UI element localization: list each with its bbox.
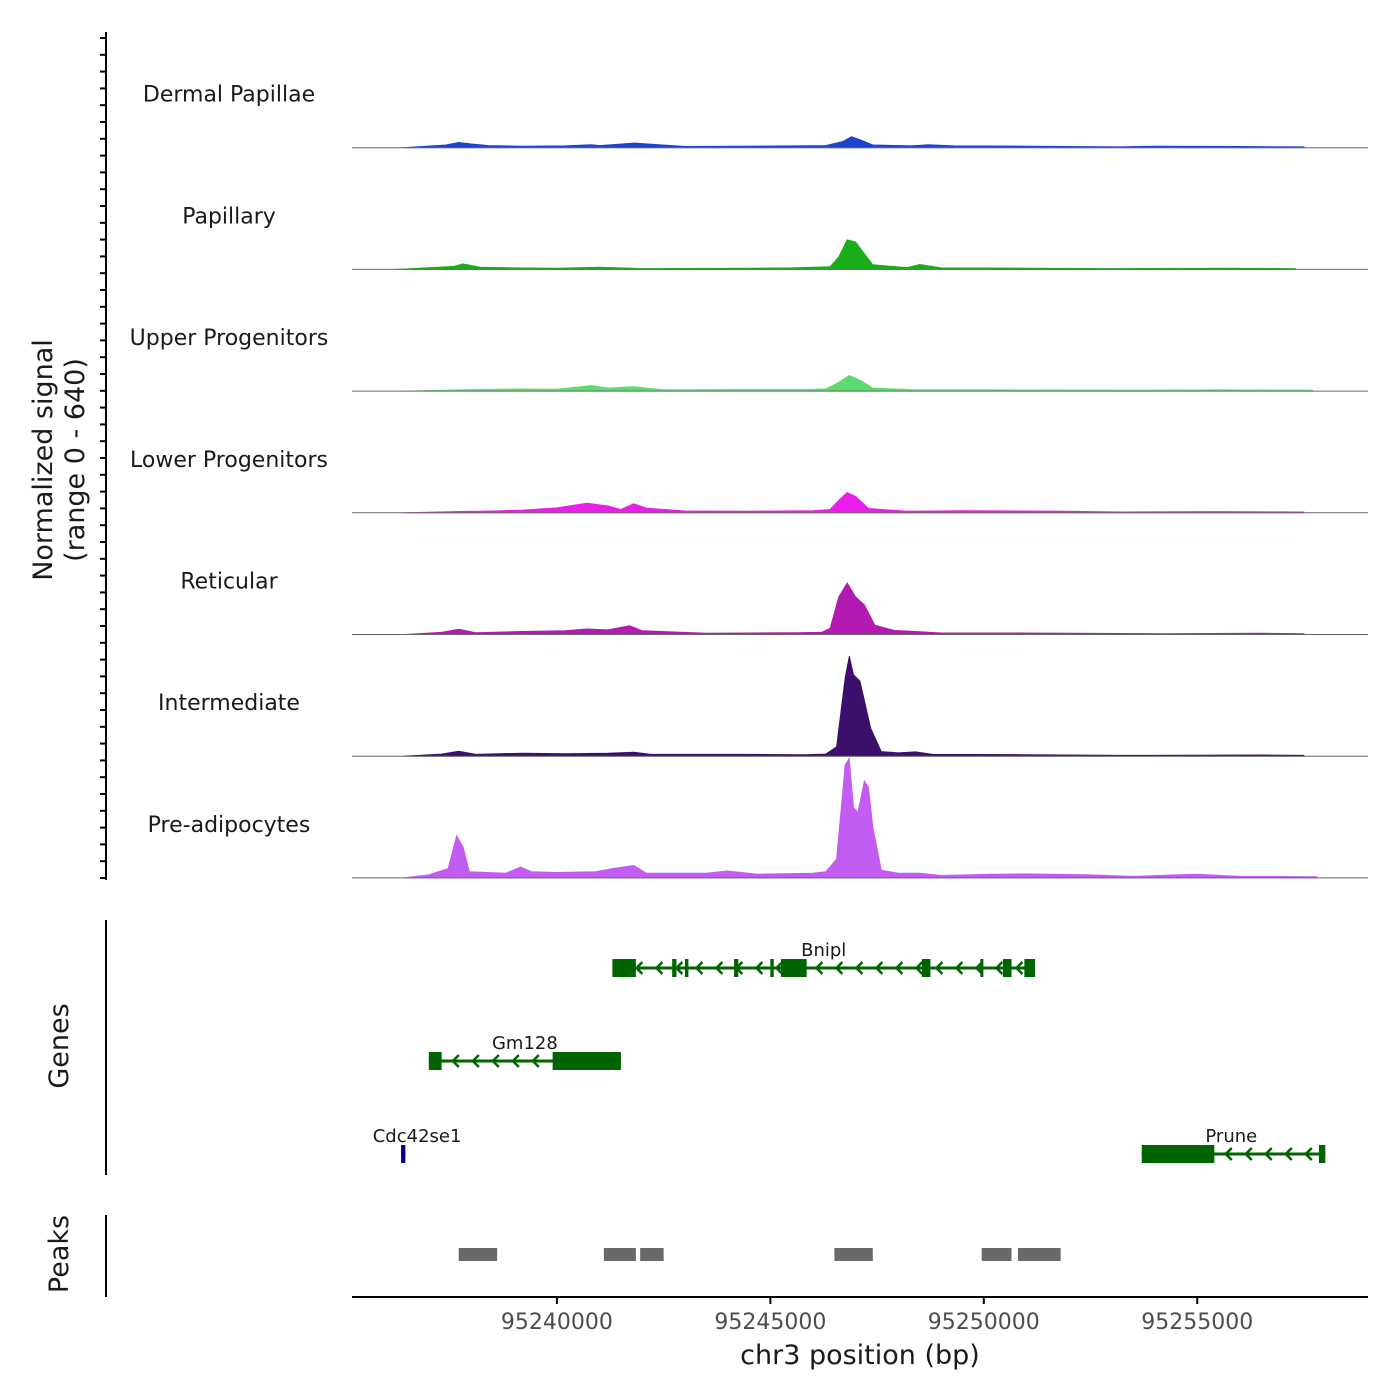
signal-axis-ticks (100, 37, 106, 879)
gene-exon (1141, 1145, 1215, 1163)
track-4: Reticular (180, 570, 1368, 635)
coverage-area (403, 582, 1305, 635)
gene-exon (1003, 959, 1012, 977)
track-label: Intermediate (158, 691, 300, 716)
gene-bnipl: Bnipl (612, 940, 1036, 977)
peak-region (981, 1248, 1012, 1261)
gene-exon (684, 959, 689, 977)
peak-region (1017, 1248, 1061, 1261)
track-label: Dermal Papillae (143, 83, 315, 108)
strand-arrow (874, 961, 884, 975)
strand-arrow (914, 961, 924, 975)
strand-arrow (1303, 1147, 1313, 1161)
strand-arrow (491, 1054, 500, 1068)
peak-region (640, 1248, 664, 1261)
coverage-area (403, 655, 1305, 757)
strand-arrow (814, 961, 824, 975)
peak-region (603, 1248, 636, 1261)
gene-exon (612, 959, 636, 977)
x-axis-title: chr3 position (bp) (740, 1340, 980, 1371)
track-6: Pre-adipocytes (148, 756, 1368, 879)
track-5: Intermediate (158, 655, 1368, 757)
coverage-area (403, 756, 1318, 879)
peak-region (458, 1248, 498, 1261)
strand-arrow (994, 961, 1004, 975)
coverage-area (403, 492, 1305, 514)
strand-arrow (854, 961, 864, 975)
x-tick-label: 95240000 (501, 1310, 613, 1335)
gene-label: Prune (1205, 1126, 1257, 1147)
peaks-axis-title: Peaks (44, 1215, 75, 1293)
strand-arrow (754, 961, 764, 975)
gene-exon (672, 959, 677, 977)
gene-exon (781, 959, 807, 977)
gene-exon (921, 959, 931, 977)
strand-arrow (511, 1054, 520, 1068)
genes-axis-title: Genes (44, 1003, 75, 1088)
gene-exon (1318, 1145, 1326, 1163)
gene-exon (734, 959, 739, 977)
coverage-area (403, 136, 1305, 149)
gene-label: Gm128 (492, 1033, 558, 1054)
track-label: Lower Progenitors (130, 448, 328, 473)
strand-arrow (1283, 1147, 1293, 1161)
gene-exon (401, 1145, 406, 1163)
strand-arrow (634, 961, 644, 975)
strand-arrow (714, 961, 724, 975)
strand-arrow (531, 1054, 540, 1068)
x-axis-ticks: 95240000 95245000 95250000 95255000 (501, 1297, 1253, 1335)
strand-arrow (954, 961, 964, 975)
strand-arrow (471, 1054, 480, 1068)
track-label: Upper Progenitors (130, 326, 329, 351)
track-label: Papillary (182, 204, 276, 229)
track-0: Dermal Papillae (143, 83, 1368, 149)
peak-region (834, 1248, 873, 1261)
track-label: Pre-adipocytes (148, 813, 311, 838)
x-tick-label: 95250000 (928, 1310, 1040, 1335)
peak-track (458, 1248, 1061, 1261)
strand-arrow (934, 961, 944, 975)
strand-arrow (774, 961, 784, 975)
x-tick-label: 95245000 (714, 1310, 826, 1335)
signal-axis-title-line1: Normalized signal (28, 339, 59, 581)
strand-arrow (451, 1054, 460, 1068)
strand-arrow (894, 961, 904, 975)
track-2: Upper Progenitors (130, 326, 1368, 392)
gene-exon (428, 1052, 442, 1070)
track-3: Lower Progenitors (130, 448, 1368, 514)
strand-arrow (1223, 1147, 1233, 1161)
strand-arrow (694, 961, 704, 975)
strand-arrow (1243, 1147, 1253, 1161)
signal-axis-title-line2: (range 0 - 640) (60, 358, 91, 562)
track-1: Papillary (182, 204, 1368, 270)
coverage-tracks: Dermal Papillae Papillary Upper Progenitor… (130, 83, 1368, 879)
strand-arrow (834, 961, 844, 975)
track-label: Reticular (180, 570, 278, 595)
coverage-area (403, 374, 1313, 392)
gene-cdc42se1: Cdc42se1 (373, 1126, 462, 1163)
gene-label: Cdc42se1 (373, 1126, 462, 1147)
gene-label: Bnipl (801, 940, 846, 961)
gene-annotation-track: Bnipl Gm128 Cdc42se1 Prune (373, 940, 1326, 1163)
gene-prune: Prune (1141, 1126, 1326, 1163)
strand-arrow (1263, 1147, 1273, 1161)
gene-exon (1024, 959, 1036, 977)
strand-arrow (1014, 961, 1024, 975)
gene-exon (770, 959, 774, 977)
x-tick-label: 95255000 (1141, 1310, 1253, 1335)
gene-exon (552, 1052, 621, 1070)
gene-exon (980, 959, 984, 977)
gene-gm128: Gm128 (428, 1033, 621, 1070)
strand-arrow (654, 961, 664, 975)
coverage-area (394, 239, 1296, 270)
